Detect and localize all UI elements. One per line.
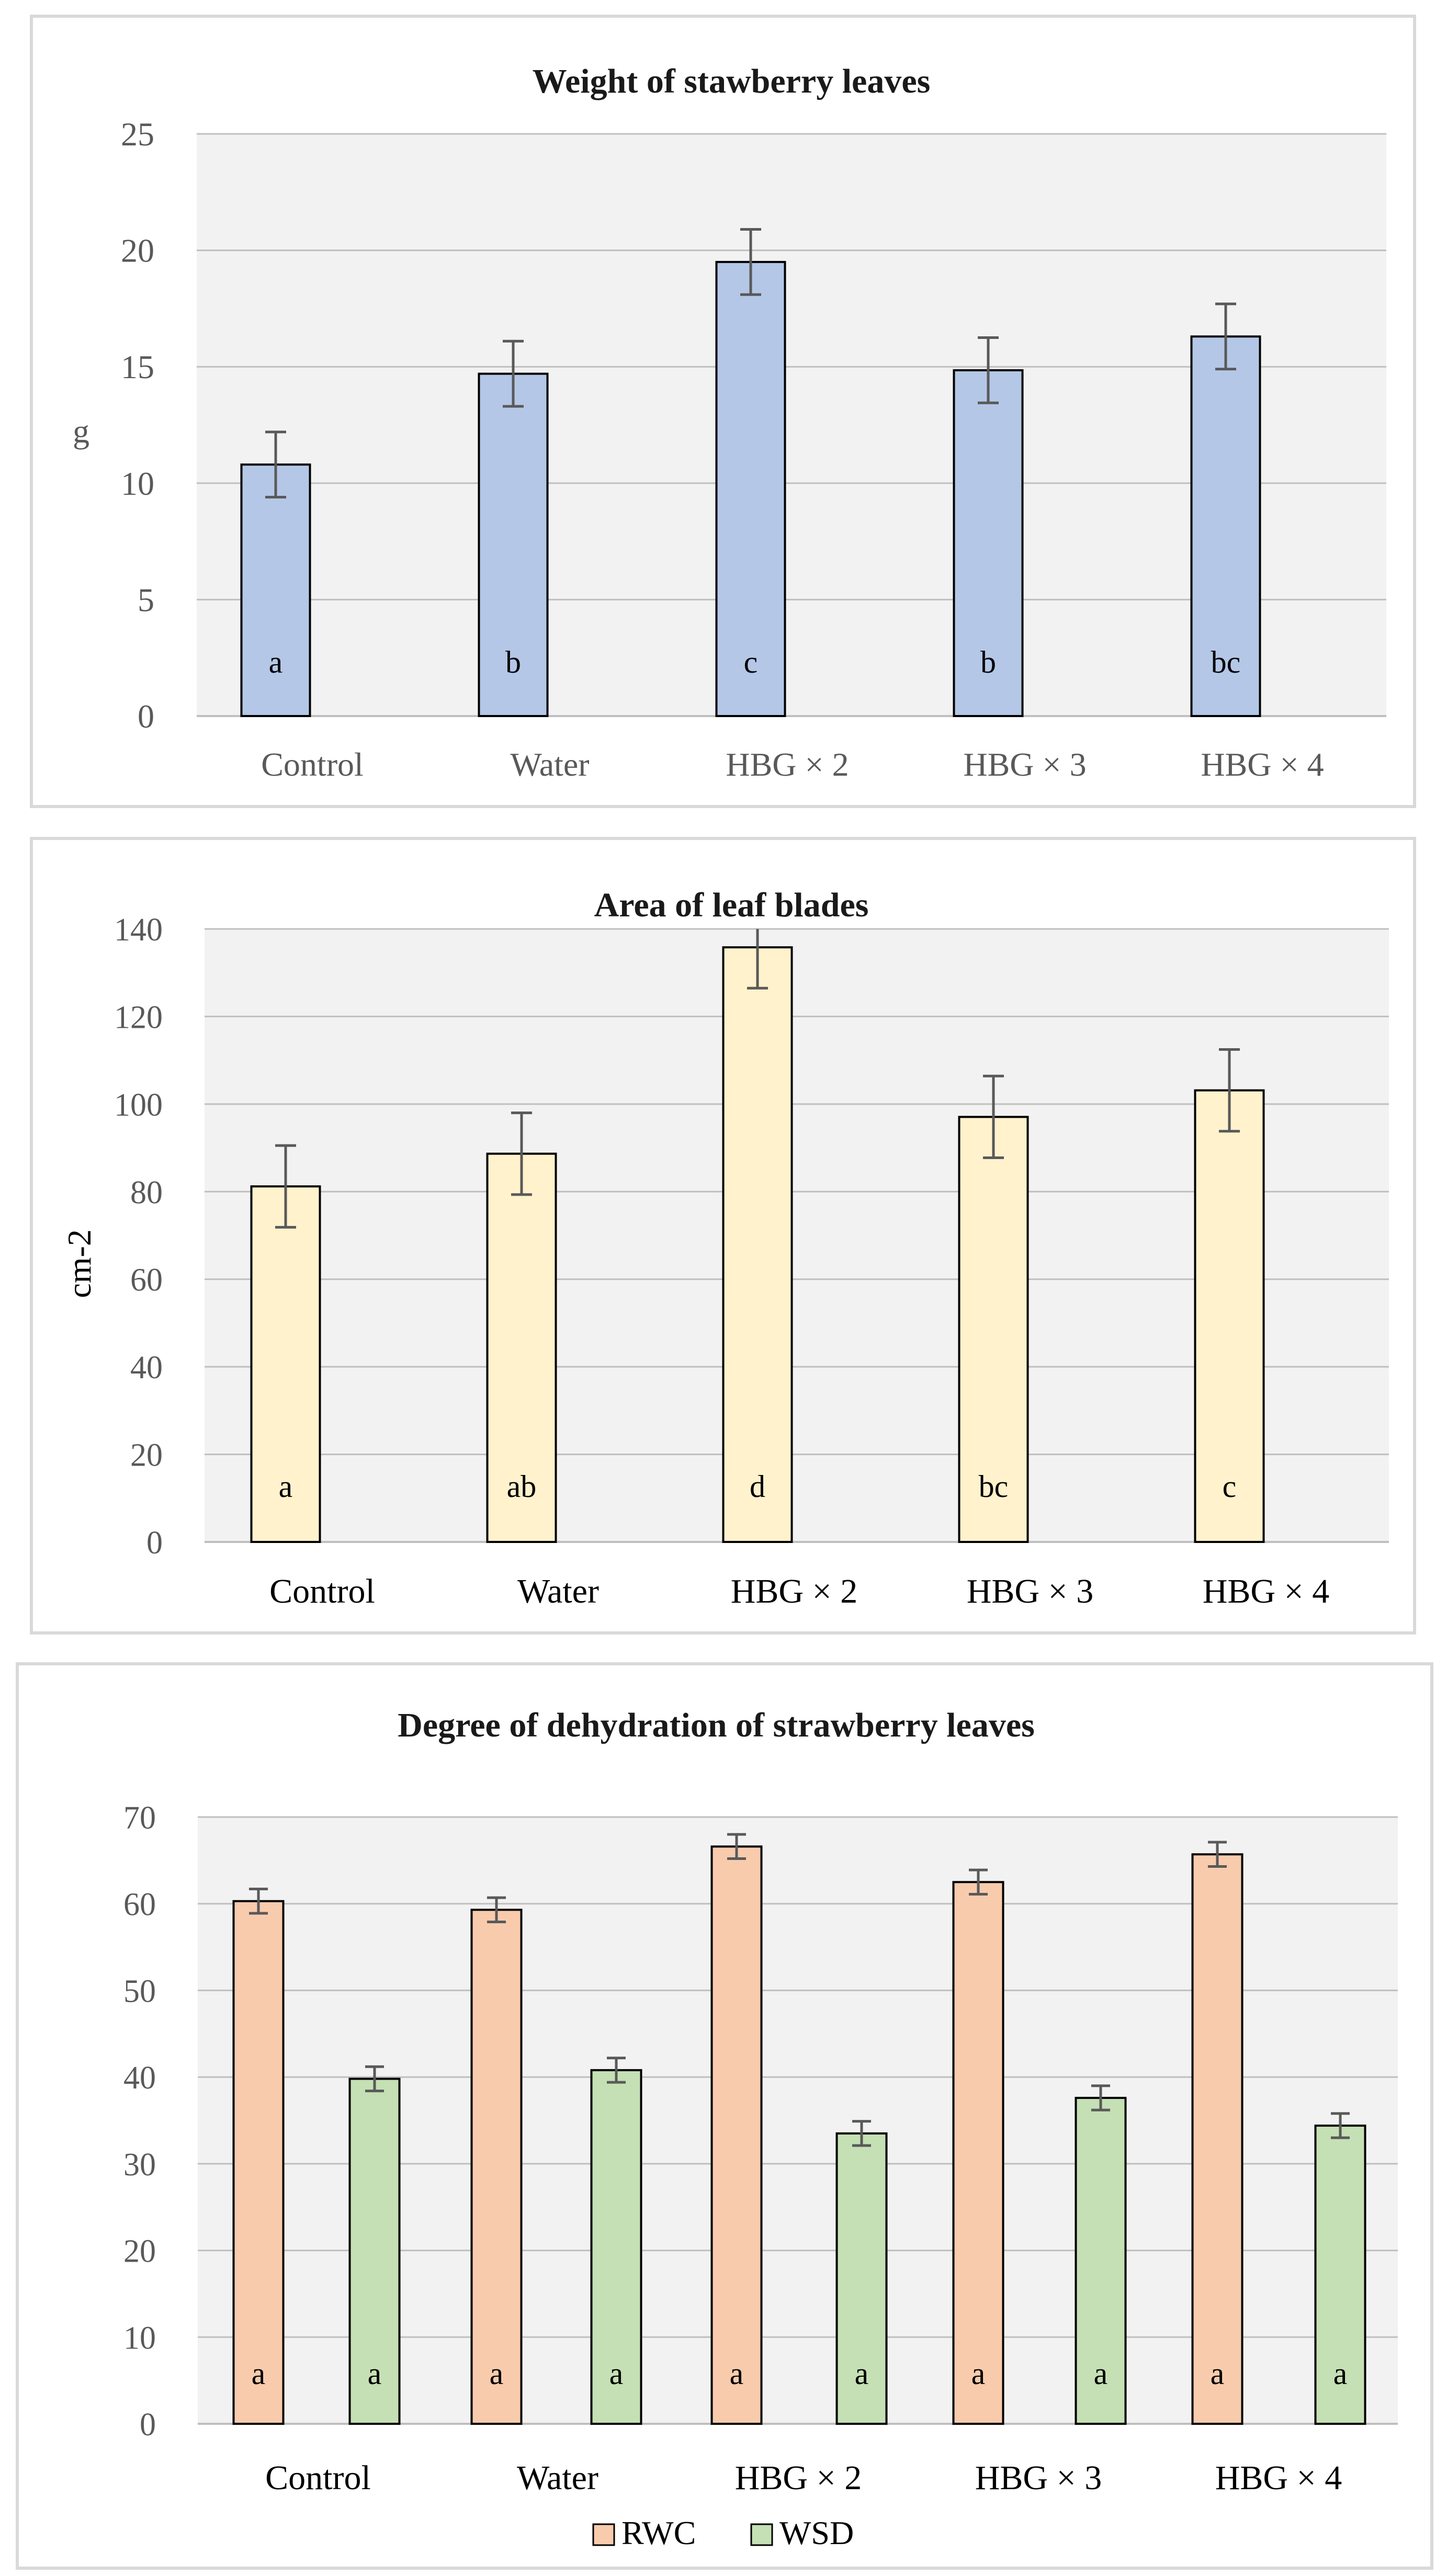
x-category-label: HBG × 3 — [967, 1572, 1094, 1610]
bar — [1194, 1089, 1265, 1544]
significance-letter: a — [855, 2356, 869, 2391]
bar — [590, 2069, 642, 2425]
y-tick-label: 10 — [123, 2320, 156, 2356]
bar — [953, 369, 1024, 717]
significance-letter: b — [505, 645, 521, 679]
significance-letter: a — [368, 2356, 382, 2391]
significance-letter: b — [980, 645, 996, 679]
chart-title: Weight of stawberry leaves — [533, 62, 931, 100]
significance-letter: d — [750, 1469, 765, 1504]
y-tick-label: 0 — [138, 698, 154, 735]
significance-letter: bc — [1211, 645, 1241, 679]
bar — [486, 1152, 557, 1543]
area-chart-panel: Area of leaf blades cm-2 0 20 40 60 80 100 120… — [30, 837, 1416, 1635]
significance-letter: bc — [979, 1469, 1009, 1504]
y-tick-label: 40 — [130, 1350, 163, 1386]
x-category-label: Water — [517, 1572, 599, 1610]
significance-letter: a — [730, 2356, 744, 2391]
significance-letter: a — [1333, 2356, 1348, 2391]
y-tick-label: 5 — [138, 581, 154, 618]
legend-label-rwc: RWC — [621, 2514, 696, 2551]
x-category-label: HBG × 4 — [1201, 746, 1324, 783]
bar — [470, 1909, 523, 2425]
y-tick-label: 140 — [114, 912, 163, 948]
bar — [958, 1116, 1029, 1543]
x-category-label: Water — [517, 2459, 598, 2497]
significance-letter: a — [252, 2356, 266, 2391]
bar — [250, 1185, 321, 1543]
weight-chart: Weight of stawberry leaves g 0 5 10 15 20 25 a… — [73, 62, 1386, 783]
significance-letter: a — [279, 1469, 293, 1504]
bar — [1191, 1853, 1243, 2425]
bar — [715, 260, 786, 717]
significance-letter: a — [1094, 2356, 1108, 2391]
bar — [232, 1900, 285, 2425]
area-chart: Area of leaf blades cm-2 0 20 40 60 80 100 120… — [61, 886, 1389, 1610]
y-tick-label: 20 — [123, 2234, 156, 2269]
y-tick-label: 0 — [140, 2407, 156, 2443]
y-axis-label: g — [73, 413, 89, 450]
plot-area — [197, 134, 1386, 716]
chart-title: Degree of dehydration of strawberry leav… — [398, 1706, 1035, 1744]
plot-area — [205, 929, 1389, 1542]
significance-letter: a — [490, 2356, 504, 2391]
legend-swatch-wsd — [750, 2523, 773, 2546]
bar — [348, 2078, 401, 2425]
legend: RWC WSD — [592, 2514, 854, 2551]
significance-letter: a — [1211, 2356, 1225, 2391]
x-category-label: Control — [265, 2459, 371, 2497]
x-category-label: HBG × 2 — [726, 746, 849, 783]
y-tick-label: 15 — [121, 348, 154, 385]
y-tick-label: 20 — [130, 1438, 163, 1473]
dehydration-chart-panel: Degree of dehydration of strawberry leav… — [16, 1662, 1433, 2570]
y-tick-label: 20 — [121, 232, 154, 269]
y-tick-label: 25 — [121, 116, 154, 153]
y-tick-label: 30 — [123, 2147, 156, 2183]
y-axis-label: cm-2 — [61, 1229, 98, 1298]
y-tick-label: 60 — [123, 1887, 156, 1923]
x-category-label: HBG × 2 — [731, 1572, 858, 1610]
significance-letter: ab — [507, 1469, 537, 1504]
significance-letter: a — [971, 2356, 986, 2391]
y-tick-label: 0 — [146, 1525, 163, 1561]
bar — [240, 463, 311, 718]
y-tick-label: 60 — [130, 1263, 163, 1298]
bar — [722, 946, 793, 1543]
bar — [710, 1845, 763, 2425]
x-category-label: HBG × 2 — [735, 2459, 862, 2497]
x-category-label: Water — [510, 746, 589, 783]
significance-letter: a — [609, 2356, 624, 2391]
x-category-label: HBG × 3 — [963, 746, 1086, 783]
y-tick-label: 40 — [123, 2060, 156, 2096]
bar — [952, 1881, 1004, 2425]
y-tick-label: 50 — [123, 1973, 156, 2009]
y-tick-label: 120 — [114, 1000, 163, 1035]
y-tick-label: 10 — [121, 465, 154, 502]
bar — [1190, 335, 1261, 717]
x-category-label: HBG × 4 — [1215, 2459, 1342, 2497]
bar — [1075, 2096, 1127, 2425]
x-category-label: Control — [269, 1572, 375, 1610]
y-tick-label: 70 — [123, 1800, 156, 1836]
x-category-label: HBG × 3 — [975, 2459, 1102, 2497]
significance-letter: a — [269, 645, 283, 679]
weight-chart-panel: Weight of stawberry leaves g 0 5 10 15 20 25 a… — [30, 15, 1416, 808]
legend-swatch-rwc — [592, 2523, 615, 2546]
y-tick-label: 100 — [114, 1087, 163, 1123]
chart-title: Area of leaf blades — [594, 886, 869, 924]
dehydration-chart: Degree of dehydration of strawberry leav… — [123, 1706, 1398, 2551]
y-tick-label: 80 — [130, 1175, 163, 1210]
x-category-label: HBG × 4 — [1203, 1572, 1330, 1610]
legend-label-wsd: WSD — [779, 2514, 854, 2551]
x-category-label: Control — [261, 746, 364, 783]
significance-letter: c — [1223, 1469, 1237, 1504]
significance-letter: c — [744, 645, 758, 679]
